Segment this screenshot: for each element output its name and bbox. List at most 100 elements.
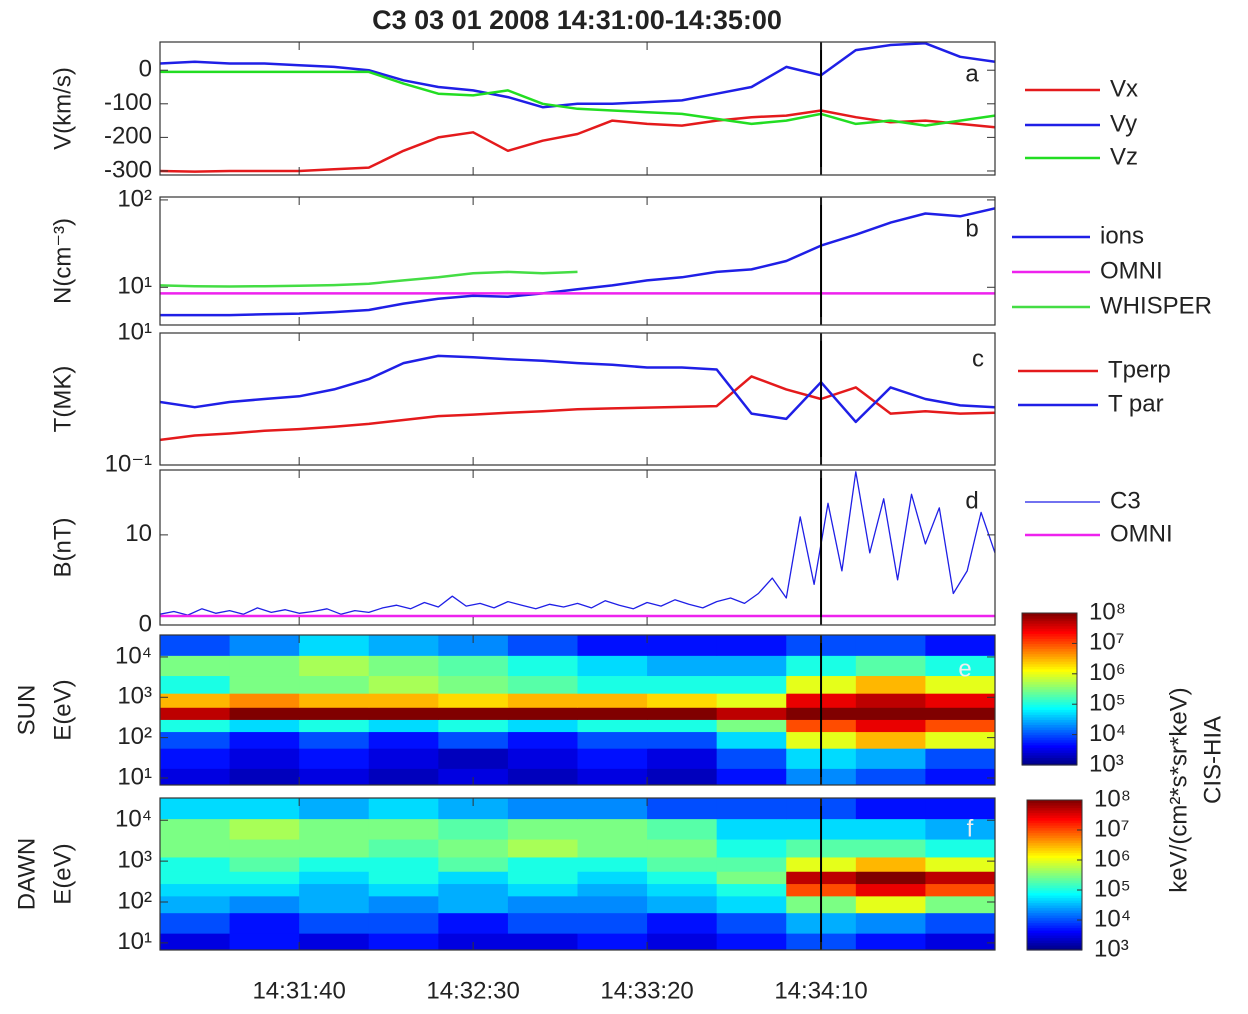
heat-cell bbox=[925, 883, 995, 897]
colorbar-tick-label: 10⁴ bbox=[1094, 905, 1131, 932]
heat-cell bbox=[577, 933, 648, 950]
heat-cell bbox=[160, 856, 231, 872]
y-tick-label: 10² bbox=[117, 185, 152, 212]
heat-cell bbox=[647, 798, 718, 820]
colorbar-strip bbox=[1027, 885, 1082, 889]
colorbar-strip bbox=[1027, 842, 1082, 846]
colorbar-strip bbox=[1027, 890, 1082, 894]
heat-cell bbox=[368, 675, 439, 694]
heat-cell bbox=[647, 883, 718, 897]
heat-cell bbox=[299, 675, 370, 694]
heat-cell bbox=[507, 798, 578, 820]
colorbar-strip bbox=[1027, 945, 1082, 949]
heat-cell bbox=[299, 731, 370, 749]
heat-cell bbox=[925, 635, 995, 656]
heat-cell bbox=[160, 693, 231, 708]
colorbar-strip bbox=[1022, 732, 1077, 736]
series-line bbox=[160, 270, 578, 288]
heat-cell bbox=[855, 912, 926, 934]
y-tick-label: 10⁴ bbox=[115, 806, 152, 833]
heat-cell bbox=[229, 871, 300, 885]
heat-cell bbox=[925, 871, 995, 885]
heat-cell bbox=[299, 895, 370, 914]
colorbar-strip bbox=[1022, 739, 1077, 743]
heat-cell bbox=[647, 707, 718, 720]
heat-cell bbox=[855, 818, 926, 840]
y-axis-label: N(cm⁻³) bbox=[49, 218, 76, 304]
heat-cell bbox=[438, 635, 509, 656]
colorbar-strip bbox=[1022, 643, 1077, 647]
y-tick-label: 0 bbox=[139, 56, 152, 83]
colorbar-strip bbox=[1027, 820, 1082, 824]
heat-cell bbox=[299, 655, 370, 677]
heat-cell bbox=[925, 856, 995, 872]
heat-cell bbox=[647, 748, 718, 769]
heat-cell bbox=[438, 839, 509, 858]
colorbar-strip bbox=[1027, 927, 1082, 931]
colorbar-label: keV/(cm²*s*sr*keV) bbox=[1165, 687, 1192, 892]
legend-label: Vx bbox=[1110, 75, 1138, 102]
heat-cell bbox=[647, 912, 718, 934]
heat-cell bbox=[925, 895, 995, 914]
heat-cell bbox=[925, 675, 995, 694]
x-tick-label: 14:31:40 bbox=[252, 977, 345, 1004]
heat-cell bbox=[855, 675, 926, 694]
heat-cell bbox=[855, 856, 926, 872]
colorbar-strip bbox=[1022, 640, 1077, 644]
heat-cell bbox=[299, 693, 370, 708]
heat-cell bbox=[438, 856, 509, 872]
axes-frame bbox=[159, 41, 996, 176]
y-axis-label: T(MK) bbox=[49, 366, 76, 433]
heat-cell bbox=[160, 895, 231, 914]
panel-label: b bbox=[965, 215, 978, 242]
y-tick-label: 0 bbox=[139, 610, 152, 637]
heat-cell bbox=[229, 839, 300, 858]
heat-cell bbox=[716, 933, 787, 950]
axes-frame bbox=[159, 797, 996, 951]
heat-cell bbox=[229, 693, 300, 708]
heat-cell bbox=[577, 748, 648, 769]
colorbar-strip bbox=[1027, 910, 1082, 914]
colorbar-strip bbox=[1027, 920, 1082, 924]
y-axis-label: SUN bbox=[13, 685, 40, 736]
colorbar-strip bbox=[1022, 716, 1077, 720]
series-line bbox=[160, 207, 995, 317]
heat-cell bbox=[299, 748, 370, 769]
heat-cell bbox=[507, 883, 578, 897]
heat-cell bbox=[925, 933, 995, 950]
heat-cell bbox=[299, 798, 370, 820]
series-line bbox=[160, 70, 995, 127]
heat-cell bbox=[716, 839, 787, 858]
colorbar-strip bbox=[1022, 681, 1077, 685]
colorbar-strip bbox=[1027, 837, 1082, 841]
y-axis-label: DAWN bbox=[13, 838, 40, 910]
y-tick-label: -200 bbox=[104, 123, 152, 150]
heat-cell bbox=[368, 871, 439, 885]
colorbar-strip bbox=[1022, 724, 1077, 728]
heat-cell bbox=[577, 731, 648, 749]
colorbar-strip bbox=[1022, 678, 1077, 682]
colorbar-strip bbox=[1027, 922, 1082, 926]
colorbar-strip bbox=[1027, 935, 1082, 939]
colorbar-strip bbox=[1027, 800, 1082, 804]
x-tick-label: 14:34:10 bbox=[774, 977, 867, 1004]
heat-cell bbox=[647, 655, 718, 677]
heat-cell bbox=[507, 839, 578, 858]
heat-cell bbox=[368, 798, 439, 820]
legend-label: Vz bbox=[1110, 143, 1138, 170]
heat-cell bbox=[507, 693, 578, 708]
colorbar-tick-label: 10⁷ bbox=[1089, 629, 1124, 656]
heat-cell bbox=[507, 912, 578, 934]
heat-cell bbox=[855, 871, 926, 885]
heat-cell bbox=[507, 748, 578, 769]
y-tick-label: 10¹ bbox=[117, 318, 152, 345]
colorbar-strip bbox=[1022, 658, 1077, 662]
heat-cell bbox=[160, 798, 231, 820]
heat-cell bbox=[160, 883, 231, 897]
y-axis-label: E(eV) bbox=[49, 843, 76, 904]
heat-cell bbox=[577, 693, 648, 708]
colorbar-strip bbox=[1027, 825, 1082, 829]
colorbar-strip bbox=[1022, 683, 1077, 688]
heat-cell bbox=[647, 933, 718, 950]
heat-cell bbox=[577, 895, 648, 914]
